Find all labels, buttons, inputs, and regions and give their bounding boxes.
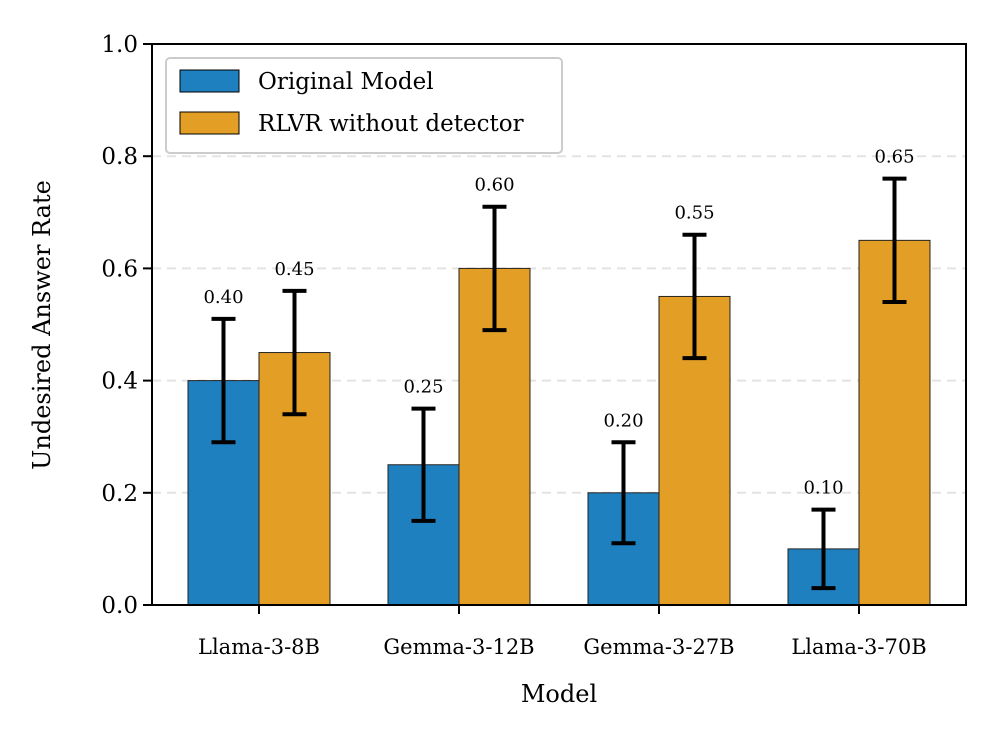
y-tick-label: 0.0 [101, 593, 138, 619]
data-label: 0.45 [274, 259, 314, 280]
error-bar [282, 288, 307, 417]
y-axis-title: Undesired Answer Rate [28, 180, 56, 470]
legend-swatch-rlvr-without-detector [179, 111, 240, 135]
x-tick-label: Gemma-3-27B [583, 635, 734, 659]
x-tick-label: Llama-3-8B [198, 635, 320, 659]
legend-swatch-original-model [179, 69, 240, 93]
bars [187, 239, 931, 606]
legend-label-original-model: Original Model [258, 69, 434, 95]
data-label: 0.20 [603, 410, 643, 431]
data-label: 0.10 [803, 478, 843, 499]
data-label: 0.40 [203, 287, 243, 308]
legend-label-rlvr-without-detector: RLVR without detector [258, 111, 524, 137]
error-bar [682, 232, 707, 361]
error-bar [811, 507, 836, 591]
data-label: 0.65 [874, 147, 914, 168]
plot-frame [151, 43, 967, 606]
error-bar [611, 440, 636, 546]
y-tick-label: 0.4 [101, 369, 138, 395]
error-bars [211, 176, 907, 591]
value-labels: 0.40 0.45 0.25 0.60 0.20 0.55 0.10 0.65 [203, 147, 914, 499]
y-tick-label: 0.2 [101, 481, 138, 507]
data-label: 0.55 [674, 203, 714, 224]
error-bar [211, 316, 236, 445]
legend: Original Model RLVR without detector [165, 57, 563, 154]
error-bar [482, 204, 507, 333]
y-tick-label: 1.0 [101, 32, 138, 58]
y-tick-label: 0.8 [101, 144, 138, 170]
legend-box [165, 57, 563, 154]
data-label: 0.60 [474, 175, 514, 196]
error-bar [411, 406, 436, 523]
error-bar [882, 176, 907, 305]
axes: 0.0 0.2 0.4 0.6 0.8 1.0 Llama-3-8B Gemma-3-12B G… [101, 32, 926, 659]
x-tick-label: Llama-3-70B [791, 635, 926, 659]
data-label: 0.25 [403, 377, 443, 398]
x-tick-label: Gemma-3-12B [383, 635, 534, 659]
y-tick-label: 0.6 [101, 256, 138, 282]
x-axis-title: Model [521, 680, 597, 708]
